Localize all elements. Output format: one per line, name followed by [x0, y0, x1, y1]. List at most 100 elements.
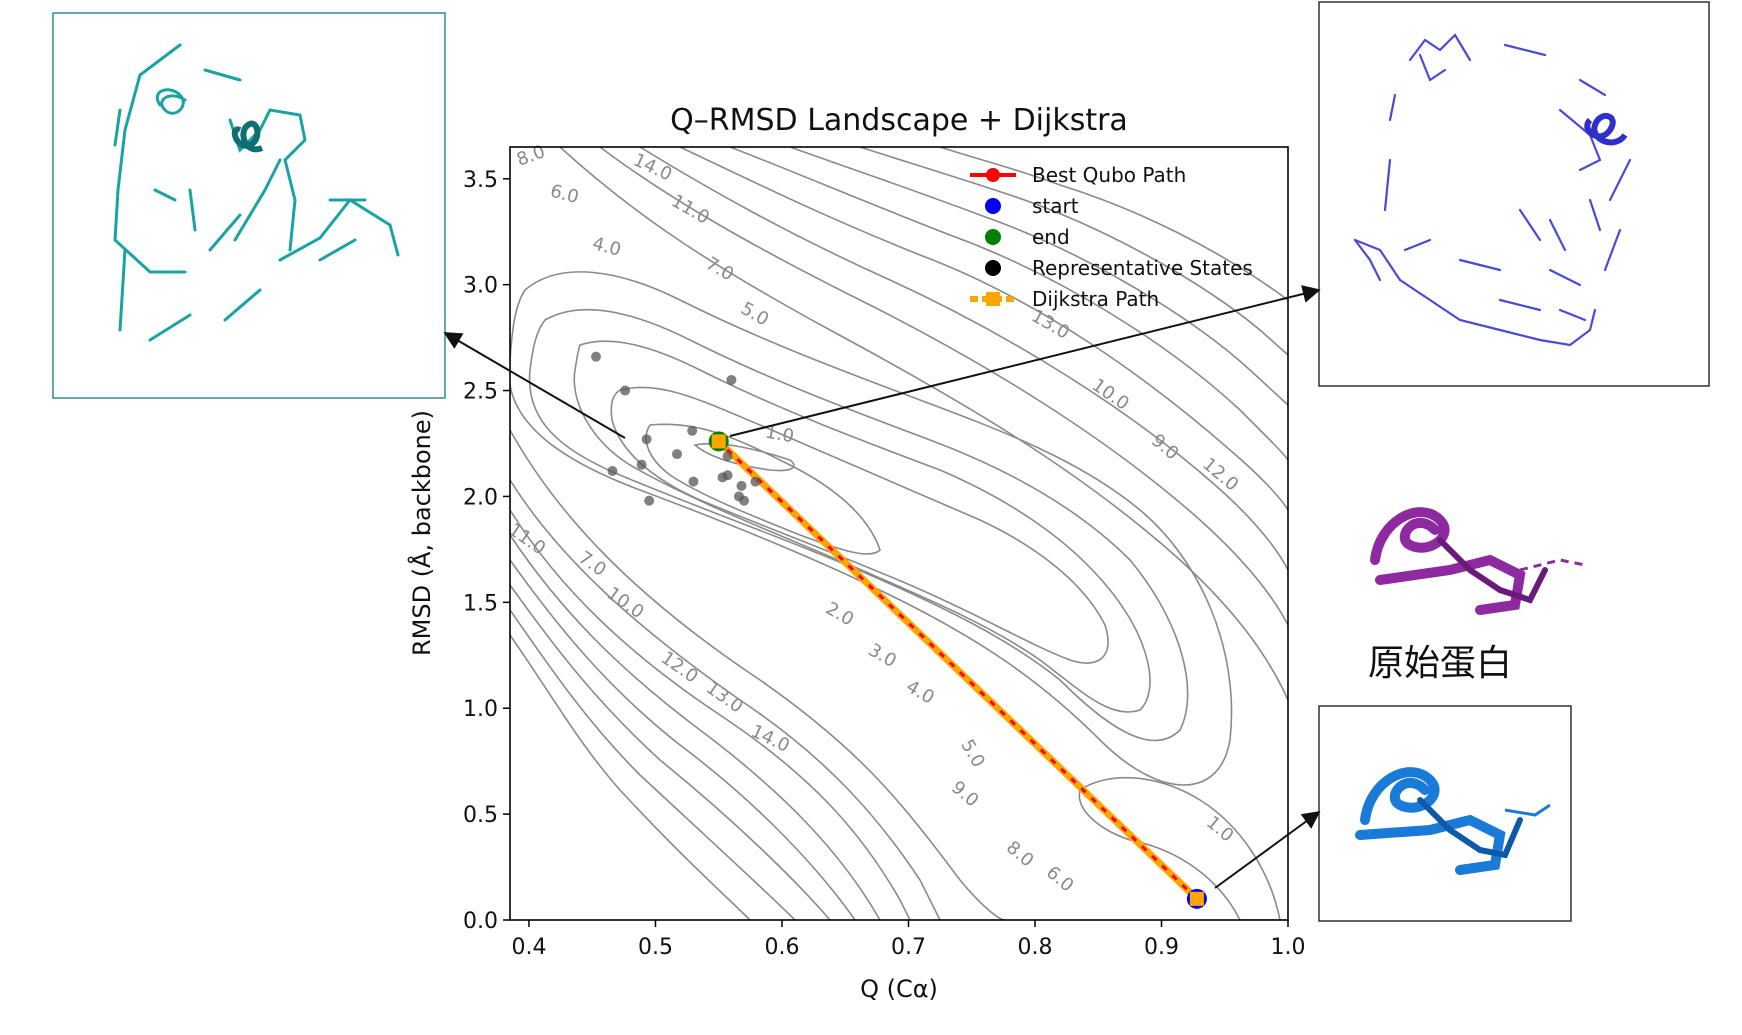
y-tick-label: 1.5	[463, 591, 498, 616]
representative-state-point	[620, 385, 631, 396]
dijkstra-start-square	[1189, 891, 1204, 906]
purple-helix	[1370, 507, 1450, 565]
contour-label: 7.0	[574, 547, 610, 581]
cyan-helix	[231, 120, 264, 153]
representative-state-point	[644, 495, 655, 506]
contour-line	[939, 147, 1288, 301]
x-tick-label: 1.0	[1271, 935, 1306, 960]
contour-label: 12.0	[657, 647, 702, 687]
endpoints-layer	[708, 431, 1207, 909]
inset-frame	[1318, 1, 1710, 387]
representative-state-point	[736, 480, 747, 491]
inset-violet-protein	[1318, 1, 1710, 387]
legend-label: Representative States	[1032, 256, 1253, 280]
contour-line	[679, 147, 1288, 511]
contour-label: 5.0	[956, 736, 989, 771]
contour-label: 10.0	[1088, 375, 1133, 415]
contour-line	[510, 609, 796, 920]
paths-layer	[715, 437, 1201, 903]
contour-label: 6.0	[1042, 862, 1077, 896]
contour-label: 14.0	[630, 150, 675, 186]
cyan-protein-structure	[113, 43, 400, 342]
contour-line	[1078, 776, 1281, 920]
legend: Best Qubo Path start end Representative Sta…	[970, 163, 1253, 311]
x-tick-label: 0.5	[638, 935, 673, 960]
contour-line	[510, 509, 911, 920]
blue-sheet	[1355, 814, 1506, 875]
x-axis: 0.4 0.5 0.6 0.7 0.8 0.9 1.0	[511, 920, 1306, 960]
arrow-to-blue-inset	[1214, 810, 1321, 889]
inset-cyan-protein	[52, 12, 446, 399]
contour-label: 8.0	[514, 141, 548, 171]
contour-line	[693, 442, 795, 472]
contour-label: 3.0	[865, 639, 900, 672]
representative-state-point	[722, 470, 733, 481]
contour-label: 4.0	[903, 676, 938, 709]
contour-lines	[510, 147, 1288, 920]
legend-label: start	[1032, 194, 1079, 218]
original-protein-image	[1370, 507, 1586, 615]
contour-label: 1.0	[764, 422, 796, 448]
legend-marker	[985, 198, 1001, 214]
arrow-to-violet-inset	[729, 285, 1321, 437]
contour-label: 9.0	[947, 777, 982, 811]
representative-state-point	[750, 476, 761, 487]
x-tick-label: 0.7	[891, 935, 926, 960]
legend-marker	[986, 292, 1000, 306]
contour-line	[510, 479, 941, 920]
representative-state-point	[636, 459, 647, 470]
representative-state-point	[687, 425, 698, 436]
inset-blue-protein	[1318, 705, 1572, 922]
purple-tail	[1519, 558, 1586, 572]
dijkstra-end-square	[711, 434, 726, 449]
purple-strand	[1437, 537, 1548, 604]
contour-line	[559, 147, 1288, 701]
representative-state-point	[641, 434, 652, 445]
legend-marker	[986, 168, 1000, 182]
representative-state-point	[688, 476, 699, 487]
inset-frame	[52, 12, 446, 399]
y-tick-label: 2.0	[463, 485, 498, 510]
states-layer	[591, 351, 761, 506]
contour-line	[510, 429, 1006, 920]
arrow-to-cyan-inset	[443, 332, 626, 439]
contour-line	[599, 147, 1288, 626]
legend-marker	[985, 229, 1001, 245]
contour-label: 2.0	[822, 598, 857, 631]
y-tick-label: 2.5	[463, 380, 498, 405]
contour-line	[789, 147, 1288, 406]
contour-line	[729, 147, 1288, 461]
blue-helix	[1360, 767, 1440, 825]
representative-state-point	[722, 451, 733, 462]
y-tick-label: 3.0	[463, 274, 498, 299]
contour-label: 4.0	[590, 233, 623, 261]
legend-label: Best Qubo Path	[1032, 163, 1186, 187]
contour-label: 6.0	[548, 180, 581, 208]
y-axis-label: RMSD (Å, backbone)	[407, 410, 436, 656]
contour-line	[510, 271, 1233, 786]
contour-line	[645, 423, 881, 555]
plot-frame	[509, 146, 1289, 921]
representative-state-point	[607, 466, 618, 477]
representative-state-point	[739, 495, 750, 506]
violet-protein-structure	[1353, 33, 1632, 347]
contour-line	[510, 534, 881, 920]
y-tick-label: 0.0	[463, 909, 498, 934]
x-tick-label: 0.9	[1144, 935, 1179, 960]
representative-state-point	[726, 374, 737, 385]
contour-line	[573, 340, 1151, 713]
contour-label: 13.0	[702, 677, 747, 717]
x-tick-label: 0.8	[1017, 935, 1052, 960]
purple-sheet	[1375, 554, 1526, 615]
representative-state-point	[671, 449, 682, 460]
blue-strand	[1417, 797, 1523, 859]
x-axis-label: Q (Cα)	[860, 975, 938, 1003]
contour-line	[639, 147, 1288, 571]
contour-line	[528, 308, 1189, 742]
contour-label: 1.0	[1202, 812, 1237, 846]
contour-line	[510, 634, 751, 920]
y-tick-label: 3.5	[463, 168, 498, 193]
contour-line	[610, 386, 1109, 664]
legend-marker	[985, 260, 1001, 276]
